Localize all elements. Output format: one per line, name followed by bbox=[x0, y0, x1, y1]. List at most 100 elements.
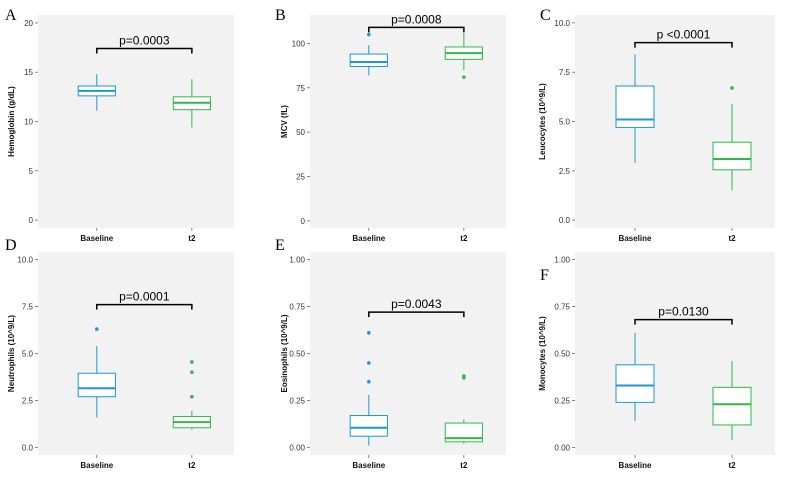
y-axis-label: MCV (fL) bbox=[280, 105, 289, 138]
y-tick-label: 0.00 bbox=[554, 443, 570, 452]
outlier-point bbox=[730, 86, 734, 90]
box-iqr bbox=[615, 364, 655, 403]
box-iqr bbox=[349, 415, 388, 437]
x-category-label: Baseline bbox=[80, 234, 113, 243]
significance-bracket bbox=[96, 303, 193, 310]
box-iqr bbox=[77, 372, 116, 398]
x-category-label: Baseline bbox=[80, 461, 113, 470]
plot-background bbox=[38, 15, 234, 228]
y-tick-label: 0 bbox=[29, 216, 34, 225]
y-tick-label: 2.5 bbox=[559, 167, 571, 176]
y-tick-label: 0 bbox=[301, 217, 306, 226]
x-category-label: t2 bbox=[460, 461, 468, 470]
y-tick-label: 0.00 bbox=[289, 443, 305, 452]
significance-bracket bbox=[634, 318, 733, 325]
y-axis-label: Monocytes (10^9/L) bbox=[538, 316, 547, 391]
y-tick-label: 10 bbox=[24, 118, 33, 127]
p-value-label: p <0.0001 bbox=[657, 28, 711, 42]
x-category-label: Baseline bbox=[352, 234, 385, 243]
p-value-label: p=0.0003 bbox=[119, 34, 170, 48]
box-t2 bbox=[172, 79, 211, 128]
outlier-point bbox=[367, 331, 371, 335]
x-category-label: Baseline bbox=[352, 461, 385, 470]
x-category-label: t2 bbox=[188, 461, 196, 470]
box-iqr bbox=[712, 386, 752, 426]
y-tick-label: 0.50 bbox=[289, 350, 305, 359]
panel-letter: F bbox=[540, 267, 549, 284]
y-tick-label: 50 bbox=[296, 128, 305, 137]
panel-letter: E bbox=[275, 237, 285, 254]
panel-f: F 0.00 0.25 0.50 0.75 1.00 Monocytes (10^9/L) B… bbox=[538, 252, 775, 470]
y-tick-label: 0.75 bbox=[554, 303, 570, 312]
y-tick-label: 0.25 bbox=[289, 396, 305, 405]
y-tick-label: 0.0 bbox=[559, 216, 571, 225]
outlier-point bbox=[367, 379, 371, 384]
outlier-point bbox=[367, 361, 371, 365]
y-tick-label: 0.25 bbox=[554, 396, 570, 405]
box-t2 bbox=[444, 32, 483, 79]
y-tick-label: 100 bbox=[292, 39, 306, 48]
y-tick-label: 0.50 bbox=[554, 350, 570, 359]
y-tick-label: 15 bbox=[24, 68, 33, 77]
panel-e: E 0.00 0.25 0.50 0.75 1.00 Eosinophils (10^9/L… bbox=[275, 237, 506, 470]
box-baseline bbox=[77, 327, 116, 418]
significance-bracket bbox=[634, 41, 733, 48]
y-axis-label: Neutrophils (10^9/L) bbox=[7, 315, 16, 392]
y-tick-label: 75 bbox=[296, 84, 305, 93]
box-baseline bbox=[349, 331, 388, 446]
panel-a: A 0 5 10 15 20 Hemoglobin (g/dL) Baseline t2 p=0.… bbox=[5, 7, 234, 243]
p-value-label: p=0.0001 bbox=[119, 290, 170, 304]
outlier-point bbox=[190, 370, 194, 375]
y-tick-label: 2.5 bbox=[22, 396, 34, 405]
y-tick-label: 25 bbox=[296, 173, 305, 182]
box-t2 bbox=[712, 361, 752, 440]
box-baseline bbox=[615, 54, 655, 163]
p-value-label: p=0.0043 bbox=[391, 297, 442, 311]
box-iqr bbox=[349, 53, 388, 67]
outlier-point bbox=[190, 360, 194, 364]
plot-background bbox=[575, 15, 775, 228]
box-t2 bbox=[712, 86, 752, 191]
x-category-label: t2 bbox=[188, 234, 196, 243]
box-baseline bbox=[77, 74, 116, 111]
y-tick-label: 7.5 bbox=[22, 303, 34, 312]
panel-b: B 0 25 50 75 100 MCV (fL) Baseline t2 p=0.0008 bbox=[275, 7, 506, 243]
panel-letter: B bbox=[275, 7, 286, 24]
significance-bracket bbox=[368, 26, 465, 33]
x-category-label: Baseline bbox=[619, 461, 652, 470]
x-category-label: Baseline bbox=[619, 234, 652, 243]
box-iqr bbox=[712, 141, 752, 171]
p-value-label: p=0.0130 bbox=[658, 305, 709, 319]
outlier-point bbox=[190, 394, 194, 399]
y-tick-label: 5.0 bbox=[22, 350, 34, 359]
panel-letter: C bbox=[540, 7, 551, 24]
x-category-label: t2 bbox=[460, 234, 468, 243]
box-t2 bbox=[444, 374, 483, 444]
significance-bracket bbox=[368, 311, 465, 318]
y-axis-label: Hemoglobin (g/dL) bbox=[7, 86, 16, 157]
y-tick-label: 5.0 bbox=[559, 118, 571, 127]
outlier-point bbox=[462, 374, 466, 378]
x-category-label: t2 bbox=[728, 461, 736, 470]
panel-d: D 0.0 2.5 5.0 7.5 10.0 Neutrophils (10^9/L) Bas… bbox=[5, 237, 234, 470]
panel-letter: A bbox=[5, 7, 17, 24]
y-tick-label: 7.5 bbox=[559, 68, 571, 77]
y-axis-label: Leucocytes (10^9/L) bbox=[538, 83, 547, 160]
outlier-point bbox=[95, 327, 99, 331]
outlier-point bbox=[462, 75, 466, 79]
y-tick-label: 20 bbox=[24, 19, 33, 28]
y-axis-label: Eosinophils (10^9/L) bbox=[280, 314, 289, 392]
plot-background bbox=[310, 252, 506, 455]
y-tick-label: 10.0 bbox=[554, 19, 570, 28]
box-baseline bbox=[615, 332, 655, 422]
y-tick-label: 0.0 bbox=[22, 443, 34, 452]
panel-c: C 0.0 2.5 5.0 7.5 10.0 Leucocytes (10^9/L) Base… bbox=[538, 7, 775, 243]
p-value-label: p=0.0008 bbox=[391, 12, 442, 26]
outlier-point bbox=[367, 32, 371, 37]
y-tick-label: 1.00 bbox=[289, 256, 305, 265]
box-t2 bbox=[172, 360, 211, 430]
panel-letter: D bbox=[5, 237, 17, 254]
box-baseline bbox=[349, 32, 388, 76]
y-tick-label: 5 bbox=[29, 167, 34, 176]
